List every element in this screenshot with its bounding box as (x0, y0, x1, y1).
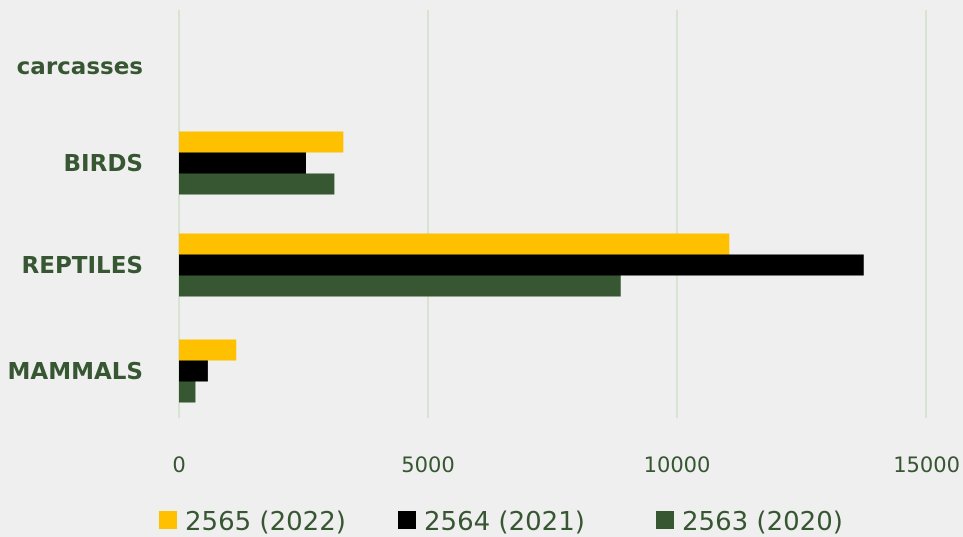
legend-swatch (656, 511, 674, 529)
x-tick-label: 10000 (644, 453, 711, 477)
legend-label: 2565 (2022) (185, 507, 346, 537)
gridlines (178, 10, 927, 418)
bar-mammals-2 (179, 360, 208, 382)
category-label: BIRDS (64, 151, 143, 177)
bar-reptiles-2 (179, 254, 864, 276)
x-tick-label: 15000 (893, 453, 960, 477)
legend-label: 2563 (2020) (682, 507, 843, 537)
category-label: carcasses (17, 54, 143, 80)
bar-birds-3 (179, 173, 335, 195)
bars (179, 131, 864, 403)
category-labels: carcasses BIRDS REPTILES MAMMALS (8, 54, 143, 385)
bar-birds-2 (179, 152, 306, 174)
category-label: MAMMALS (8, 359, 143, 385)
bar-mammals-1 (179, 339, 237, 361)
category-label: REPTILES (22, 253, 143, 279)
bar-reptiles-1 (179, 233, 730, 255)
legend-label: 2564 (2021) (424, 507, 585, 537)
legend-swatch (398, 511, 416, 529)
bar-mammals-3 (179, 381, 196, 403)
bar-birds-1 (179, 131, 344, 153)
legend: 2565 (2022) 2564 (2021) 2563 (2020) (159, 507, 843, 537)
x-axis-ticks: 0 5000 10000 15000 (172, 453, 960, 477)
legend-swatch (159, 511, 177, 529)
x-tick-label: 0 (172, 453, 185, 477)
bar-reptiles-3 (179, 275, 621, 297)
x-tick-label: 5000 (401, 453, 454, 477)
